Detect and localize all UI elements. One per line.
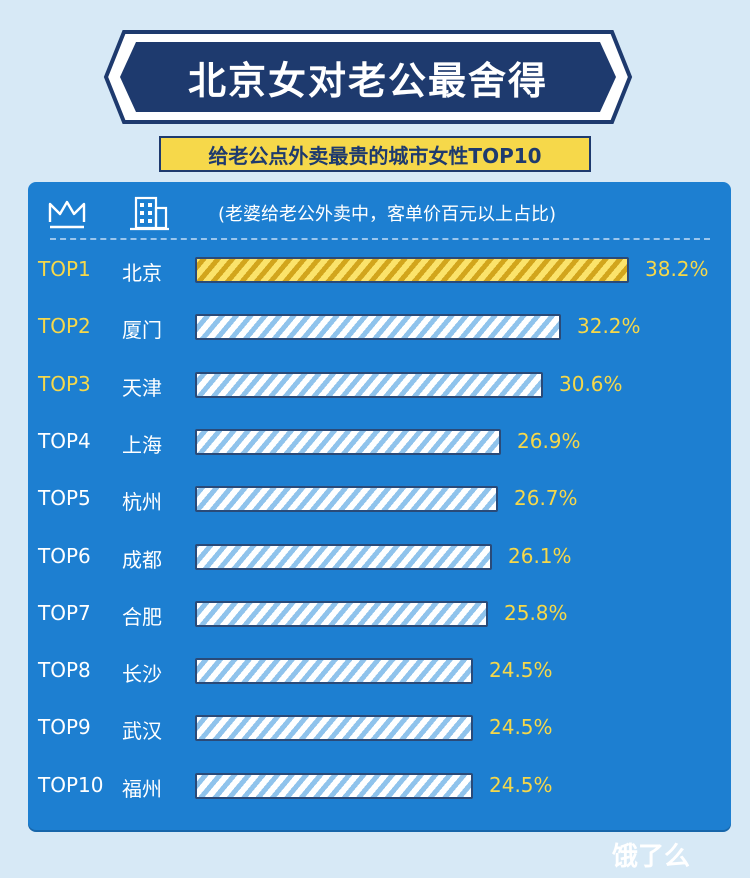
rank-label: TOP10 — [38, 772, 104, 797]
bar-row: TOP2 厦门 32.2% — [0, 307, 750, 347]
rank-label: TOP2 — [38, 314, 91, 339]
bar — [195, 257, 629, 283]
chart-subtitle: 给老公点外卖最贵的城市女性TOP10 — [159, 136, 591, 172]
bar-row: TOP8 长沙 24.5% — [0, 651, 750, 691]
value-label: 24.5% — [489, 658, 553, 683]
bar-row: TOP10 福州 24.5% — [0, 766, 750, 806]
rank-label: TOP9 — [38, 715, 91, 740]
category-label: 武汉 — [122, 719, 162, 744]
bar — [195, 772, 473, 799]
value-label: 24.5% — [489, 715, 553, 740]
bar — [195, 658, 473, 685]
bar — [195, 314, 561, 341]
chart-note: (老婆给老公外卖中，客单价百元以上占比) — [218, 204, 557, 225]
value-label: 26.7% — [514, 486, 578, 511]
rank-label: TOP3 — [38, 371, 91, 396]
bar-row: TOP3 天津 30.6% — [0, 365, 750, 405]
bar — [195, 543, 492, 570]
rank-label: TOP5 — [38, 486, 91, 511]
bar-row: TOP7 合肥 25.8% — [0, 594, 750, 634]
value-label: 24.5% — [489, 772, 553, 797]
category-label: 北京 — [122, 261, 162, 285]
category-label: 杭州 — [122, 490, 162, 515]
crown-icon — [48, 200, 86, 229]
category-label: 天津 — [122, 375, 162, 400]
rank-label: TOP8 — [38, 658, 91, 683]
divider — [50, 238, 710, 240]
category-label: 成都 — [122, 547, 162, 572]
building-icon — [130, 196, 169, 231]
rank-label: TOP7 — [38, 600, 91, 625]
bar-row: TOP9 武汉 24.5% — [0, 708, 750, 748]
banner-shape — [103, 30, 633, 124]
value-label: 25.8% — [504, 600, 568, 625]
bar-row: TOP1 北京 38.2% — [0, 250, 750, 290]
bar — [195, 428, 501, 455]
value-label: 30.6% — [559, 371, 623, 396]
bar-row: TOP5 杭州 26.7% — [0, 479, 750, 519]
value-label: 26.9% — [517, 428, 581, 453]
category-label: 厦门 — [122, 318, 162, 343]
bar — [195, 371, 543, 398]
bar-row: TOP4 上海 26.9% — [0, 422, 750, 462]
page-title: 北京女对老公最舍得 — [187, 58, 548, 103]
eleme-logo-icon: 饿了么 — [612, 842, 691, 872]
value-label: 38.2% — [645, 257, 709, 281]
rank-label: TOP6 — [38, 543, 91, 568]
title-banner: 北京女对老公最舍得 — [102, 28, 634, 126]
category-label: 上海 — [122, 432, 162, 457]
bar — [195, 715, 473, 742]
bar — [195, 600, 488, 627]
bar — [195, 486, 498, 513]
bar-row: TOP6 成都 26.1% — [0, 537, 750, 577]
category-label: 福州 — [122, 776, 162, 801]
category-label: 长沙 — [122, 662, 162, 687]
rank-label: TOP4 — [38, 428, 91, 453]
rank-label: TOP1 — [38, 257, 91, 281]
value-label: 26.1% — [508, 543, 572, 568]
value-label: 32.2% — [577, 314, 641, 339]
category-label: 合肥 — [122, 604, 162, 629]
